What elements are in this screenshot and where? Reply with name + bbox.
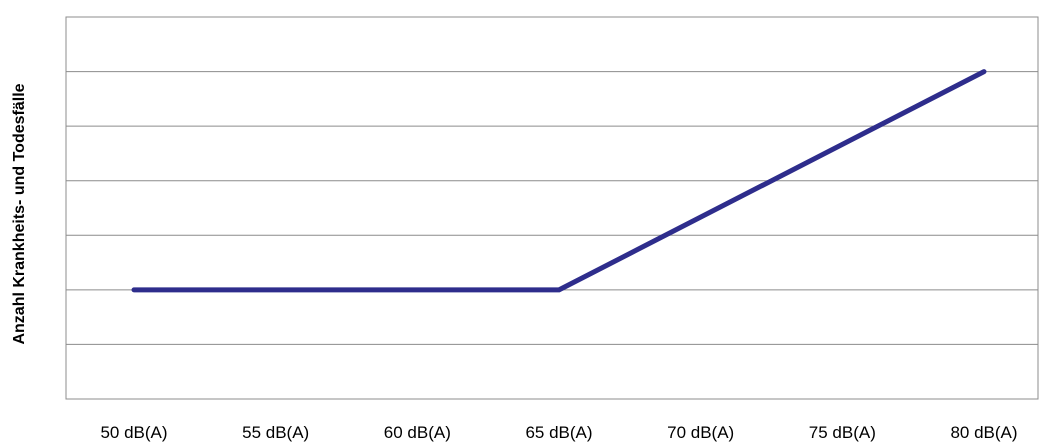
gridlines bbox=[66, 71, 1038, 345]
x-tick-label: 75 dB(A) bbox=[809, 423, 876, 442]
plot-area-frame bbox=[65, 16, 1039, 400]
x-tick-labels: 50 dB(A) 55 dB(A) 60 dB(A) 65 dB(A) 70 dB(A)… bbox=[100, 423, 1017, 442]
x-tick-label: 80 dB(A) bbox=[950, 423, 1017, 442]
y-axis-title: Anzahl Krankheits- und Todesfälle bbox=[11, 83, 28, 344]
series-line bbox=[131, 69, 987, 293]
x-tick-label: 60 dB(A) bbox=[384, 423, 451, 442]
x-tick-label: 55 dB(A) bbox=[242, 423, 309, 442]
x-tick-label: 70 dB(A) bbox=[667, 423, 734, 442]
x-tick-label: 50 dB(A) bbox=[100, 423, 167, 442]
x-tick-label: 65 dB(A) bbox=[525, 423, 592, 442]
